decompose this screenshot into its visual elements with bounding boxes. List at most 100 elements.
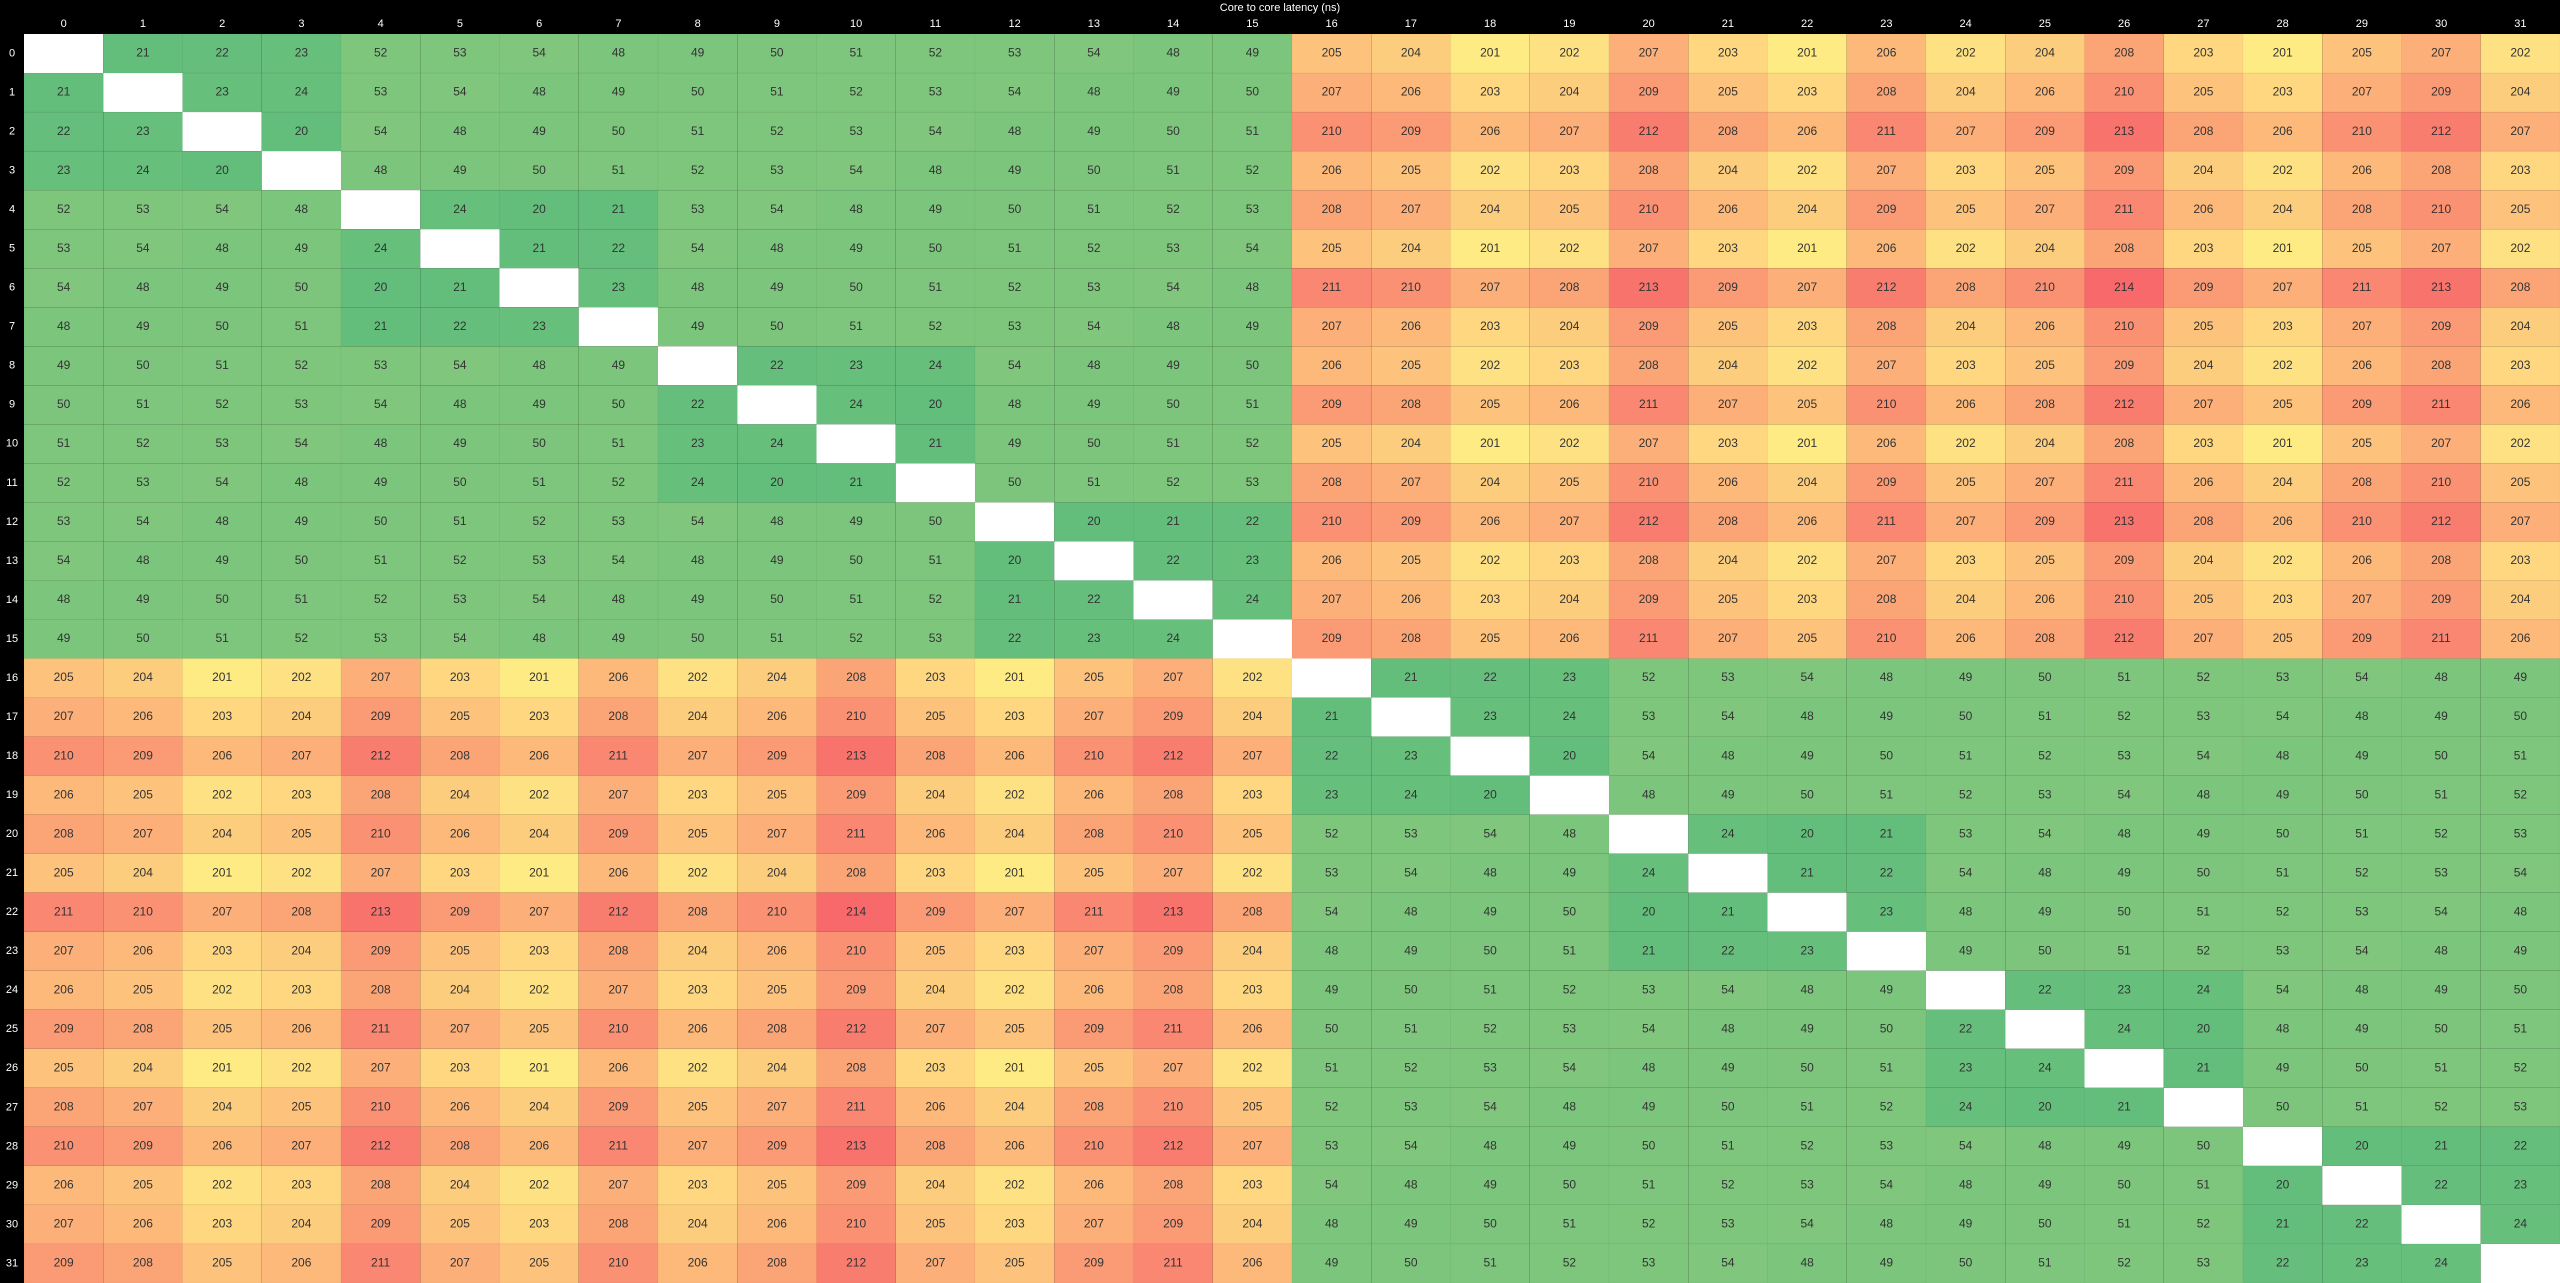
cell-value: 208: [1639, 553, 1659, 567]
cell-value: 208: [1956, 280, 1976, 294]
cell-value: 54: [1800, 670, 1814, 684]
cell-value: 208: [925, 1139, 945, 1153]
cell-value: 213: [846, 1139, 866, 1153]
cell-value: 52: [532, 514, 546, 528]
cell: [1608, 111, 1689, 152]
cell-value: 49: [849, 241, 863, 255]
cell: [1133, 463, 1213, 503]
cell-value: 201: [529, 1061, 549, 1075]
cell-value: 202: [1480, 358, 1500, 372]
cell-value: 210: [846, 943, 866, 957]
cell-value: 50: [2197, 1139, 2211, 1153]
cell: [2480, 580, 2560, 620]
cell: [2005, 111, 2085, 152]
cell-value: 51: [2197, 904, 2211, 918]
cell: [1529, 306, 1610, 347]
cell-value: 54: [1325, 904, 1339, 918]
cell-value: 209: [54, 1021, 74, 1035]
cell-value: 205: [2352, 46, 2372, 60]
cell: [2005, 267, 2085, 308]
cell: [1688, 541, 1768, 581]
cell: [1608, 1243, 1689, 1283]
cell-value: 206: [1480, 514, 1500, 528]
cell: [1688, 580, 1768, 620]
cell-value: 206: [688, 1021, 708, 1035]
cell-value: 201: [1005, 1061, 1025, 1075]
cell: [340, 385, 421, 425]
cell-value: 50: [770, 319, 784, 333]
cell: [1608, 33, 1689, 74]
cell: [1291, 150, 1372, 191]
cell: [340, 892, 421, 932]
cell-value: 204: [2035, 46, 2055, 60]
cell: [974, 1126, 1055, 1167]
cell: [2322, 580, 2402, 620]
cell: [420, 33, 500, 74]
cell-value: 202: [529, 1178, 549, 1192]
cell-value: 204: [450, 1178, 470, 1192]
cell: [2322, 1087, 2402, 1128]
cell-value: 50: [2276, 1100, 2290, 1114]
cell-value: 205: [529, 1256, 549, 1270]
cell-value: 23: [1563, 670, 1577, 684]
cell-value: 205: [688, 826, 708, 840]
cell-value: 205: [1084, 670, 1104, 684]
cell-value: 49: [2197, 826, 2211, 840]
cell-value: 54: [1087, 46, 1101, 60]
cell-value: 50: [215, 592, 229, 606]
cell: [2163, 346, 2244, 386]
cell: [420, 1204, 500, 1245]
cell: [1925, 1126, 2006, 1167]
cell-value: 49: [1880, 1256, 1894, 1270]
cell-value: 203: [529, 943, 549, 957]
cell: [1450, 775, 1530, 815]
diagonal-cell: [578, 307, 658, 347]
cell-value: 207: [1084, 709, 1104, 723]
cell-value: 204: [2510, 319, 2530, 333]
cell-value: 211: [371, 1021, 390, 1035]
cell: [1212, 853, 1293, 893]
cell: [2322, 463, 2402, 503]
cell: [2480, 697, 2560, 737]
cell-value: 51: [2355, 826, 2369, 840]
cell: [420, 150, 500, 191]
cell-value: 22: [1721, 943, 1735, 957]
cell-value: 50: [1246, 85, 1260, 99]
cell: [2242, 1087, 2323, 1128]
cell: [103, 580, 183, 620]
cell-value: 202: [1480, 163, 1500, 177]
cell-value: 205: [1084, 1061, 1104, 1075]
cell-value: 203: [925, 670, 945, 684]
cell-value: 24: [691, 475, 705, 489]
cell-value: 202: [2510, 436, 2530, 450]
cell: [1291, 228, 1372, 269]
cell: [816, 814, 896, 854]
cell-value: 207: [291, 1139, 311, 1153]
cell: [974, 463, 1055, 503]
cell-value: 210: [1639, 475, 1659, 489]
cell-value: 48: [929, 163, 943, 177]
cell: [1450, 502, 1530, 542]
cell: [2242, 580, 2323, 620]
cell-value: 203: [1718, 46, 1738, 60]
cell: [1054, 267, 1134, 308]
cell-value: 54: [1959, 865, 1973, 879]
cell-value: 204: [1005, 826, 1025, 840]
cell-value: 21: [453, 280, 467, 294]
cell-value: 205: [54, 865, 74, 879]
cell-value: 208: [608, 709, 628, 723]
cell-value: 204: [291, 709, 311, 723]
cell: [103, 424, 183, 464]
cell-value: 209: [1163, 943, 1183, 957]
cell-value: 208: [54, 1100, 74, 1114]
cell-value: 52: [2038, 748, 2052, 762]
cell: [420, 346, 500, 386]
cell-value: 50: [453, 475, 467, 489]
diagonal-cell: [499, 268, 579, 308]
cell-value: 54: [1404, 1139, 1418, 1153]
cell: [1291, 1204, 1372, 1245]
cell-value: 52: [2197, 943, 2211, 957]
cell-value: 54: [136, 514, 150, 528]
row-header: 4: [9, 204, 15, 216]
cell-value: 206: [291, 1256, 311, 1270]
